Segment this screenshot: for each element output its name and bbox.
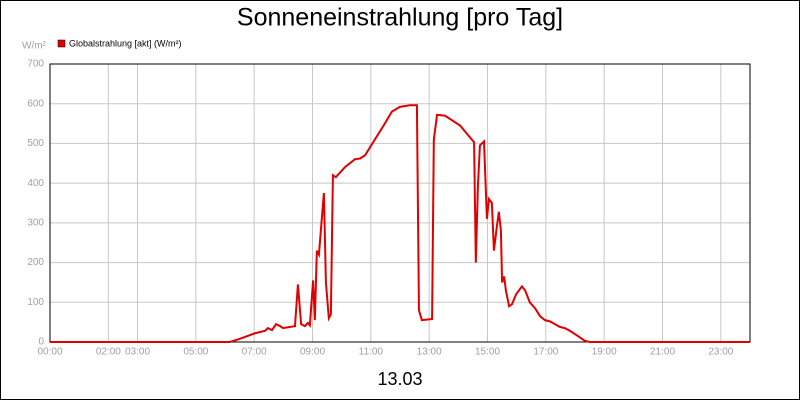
- x-tick-label: 05:00: [183, 347, 208, 358]
- y-tick-label: 500: [27, 138, 44, 149]
- x-tick-label: 00:00: [37, 347, 62, 358]
- y-tick-label: 100: [27, 297, 44, 308]
- y-tick-label: 200: [27, 257, 44, 268]
- chart-title: Sonneneinstrahlung [pro Tag]: [237, 4, 563, 32]
- x-tick-label: 09:00: [300, 347, 325, 358]
- x-tick-label: 13:00: [417, 347, 442, 358]
- x-tick-label: 19:00: [592, 347, 617, 358]
- x-tick-label: 17:00: [533, 347, 558, 358]
- x-tick-label: 15:00: [475, 347, 500, 358]
- legend-label: Globalstrahlung [akt] (W/m²): [69, 38, 182, 48]
- x-tick-label: 03:00: [125, 347, 150, 358]
- y-tick-label: 0: [38, 337, 44, 348]
- y-unit: W/m²: [22, 41, 47, 52]
- x-tick-label: 11:00: [359, 347, 384, 358]
- y-tick-label: 700: [27, 59, 44, 70]
- plot-border: [49, 63, 751, 343]
- x-tick-label: 23:00: [708, 347, 733, 358]
- x-label: 13.03: [377, 369, 422, 389]
- y-tick-label: 400: [27, 178, 44, 189]
- x-tick-label: 02:00: [96, 347, 121, 358]
- legend-swatch: [57, 39, 66, 48]
- y-tick-label: 300: [27, 217, 44, 228]
- line: [50, 104, 750, 343]
- x-tick-label: 21:00: [650, 347, 675, 358]
- x-tick-label: 07:00: [242, 347, 267, 358]
- y-tick-label: 600: [27, 98, 44, 109]
